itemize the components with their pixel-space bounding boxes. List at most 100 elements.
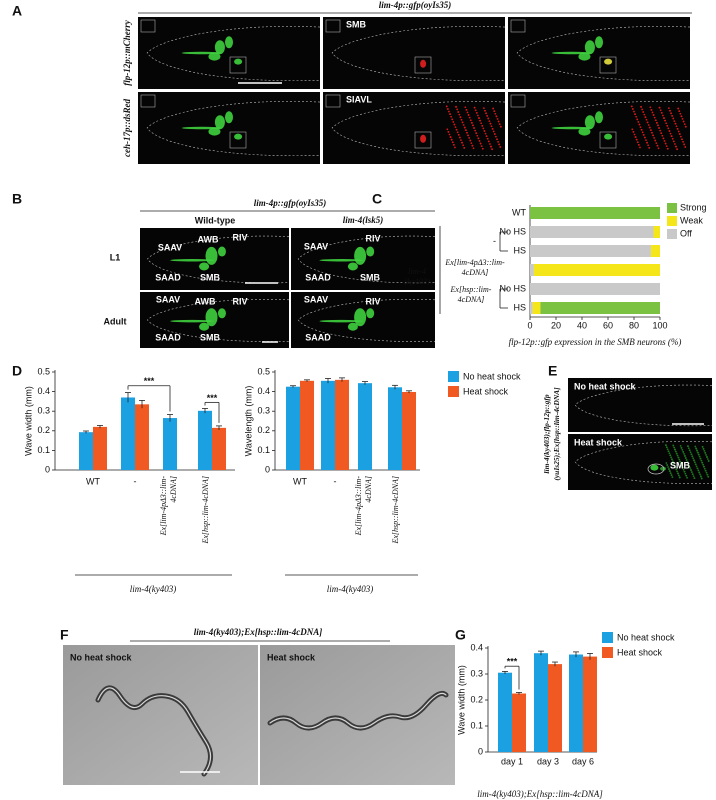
neuron-label: SAAD (305, 332, 331, 342)
bar-segment (540, 302, 660, 314)
cell-signal (637, 143, 640, 146)
x-axis-label: flp-12p::gfp expression in the SMB neuro… (509, 337, 682, 347)
cell-signal (651, 111, 654, 114)
cell-signal (678, 458, 681, 461)
cell-signal (681, 449, 684, 451)
cell-signal (448, 133, 451, 136)
y-axis-label: Wavelength (mm) (243, 386, 253, 457)
cell-signal (649, 106, 652, 109)
neuron-label: AWB (195, 296, 216, 306)
cell-signal (667, 466, 669, 468)
cell-signal (696, 467, 699, 470)
cell-signal (656, 144, 659, 147)
cell-signal (699, 473, 701, 476)
cell-signal (703, 465, 705, 468)
cell-signal (672, 140, 675, 143)
bar (548, 664, 562, 752)
y-tick-label: 0.5 (37, 366, 50, 376)
inset-box (414, 131, 432, 149)
bar-segment (532, 302, 541, 314)
cell-signal (678, 110, 681, 113)
bar-segment (530, 245, 651, 257)
legend-label: Off (680, 228, 692, 238)
cell-signal (669, 454, 672, 457)
cell-signal (680, 462, 682, 465)
panel-title: lim-4p::gfp(oyIs35) (379, 0, 451, 10)
cell-signal (673, 464, 676, 467)
cell-signal (499, 146, 502, 148)
annotation: SMB (346, 19, 367, 29)
inset-box (599, 131, 617, 149)
bar (163, 418, 177, 470)
cell-signal (420, 59, 427, 68)
cell-signal (650, 108, 653, 111)
cell-signal (451, 141, 454, 144)
cell-signal (677, 107, 680, 110)
significance: *** (144, 376, 155, 386)
cell-signal (706, 458, 709, 460)
panel-label: E (548, 363, 557, 379)
cell-signal (677, 474, 680, 477)
cell-signal (457, 134, 460, 136)
x-tick-label-box: Ex[hsp::lim-4cDNA] (201, 476, 210, 544)
cell-signal (697, 469, 700, 472)
worm-outline (297, 299, 436, 342)
cell-signal (669, 132, 672, 135)
cell-signal (485, 112, 487, 115)
cell-signal (683, 143, 686, 146)
cell-signal (641, 108, 644, 111)
cell-signal (681, 138, 683, 141)
legend-swatch (448, 386, 459, 397)
cell-signal (485, 135, 488, 138)
x-tick-label: WT (293, 476, 307, 486)
group-label: - (493, 236, 496, 246)
cell-signal (674, 466, 677, 469)
cell-signal (672, 444, 675, 447)
y-tick-label: 0.3 (257, 406, 270, 416)
cell-signal (481, 124, 484, 127)
cell-signal (683, 453, 685, 455)
panel-title: lim-4(ky403);Ex[hsp::lim-4cDNA] (194, 627, 322, 637)
cell-signal (671, 115, 674, 117)
bar (358, 383, 372, 470)
group-title: lim-4 (ky403) (404, 266, 430, 286)
cell-signal (467, 114, 470, 116)
cell-signal (693, 459, 695, 462)
cell-signal (684, 455, 686, 457)
cell-signal (462, 124, 465, 126)
cell-signal (493, 110, 496, 113)
y-tick-label: 0.4 (257, 386, 270, 396)
bar-segment (530, 302, 533, 314)
neuron-label: SAAD (305, 272, 331, 282)
cell-signal (454, 126, 457, 129)
cell-signal (681, 466, 684, 469)
legend-label: No heat shock (617, 632, 675, 642)
cell-signal (466, 131, 468, 134)
y-axis-label: Wave width (mm) (23, 386, 33, 456)
inset-box (510, 94, 526, 108)
cell-signal (651, 131, 653, 134)
cell-signal (488, 143, 491, 145)
cell-signal (578, 52, 591, 61)
worm-outline (146, 26, 321, 82)
cell-signal (667, 107, 670, 110)
cell-signal (672, 117, 675, 120)
worm-highlight (97, 687, 212, 775)
cell-signal (666, 124, 669, 127)
x-tick-label: Ex[hsp::lim-4cDNA] (201, 476, 210, 544)
cell-signal (698, 455, 701, 458)
cell-signal (474, 109, 477, 112)
x-tick-label: day 1 (501, 756, 523, 766)
cell-signal (217, 308, 226, 319)
cell-signal (648, 126, 651, 129)
cell-signal (453, 123, 456, 126)
cell-signal (693, 477, 696, 480)
row-label: Adult (104, 316, 127, 326)
cell-signal (472, 147, 475, 150)
cell-signal (696, 449, 698, 452)
cell-signal (366, 246, 375, 257)
cell-signal (663, 117, 665, 119)
cell-signal (465, 108, 468, 111)
cell-signal (637, 121, 640, 123)
bar (498, 672, 512, 752)
